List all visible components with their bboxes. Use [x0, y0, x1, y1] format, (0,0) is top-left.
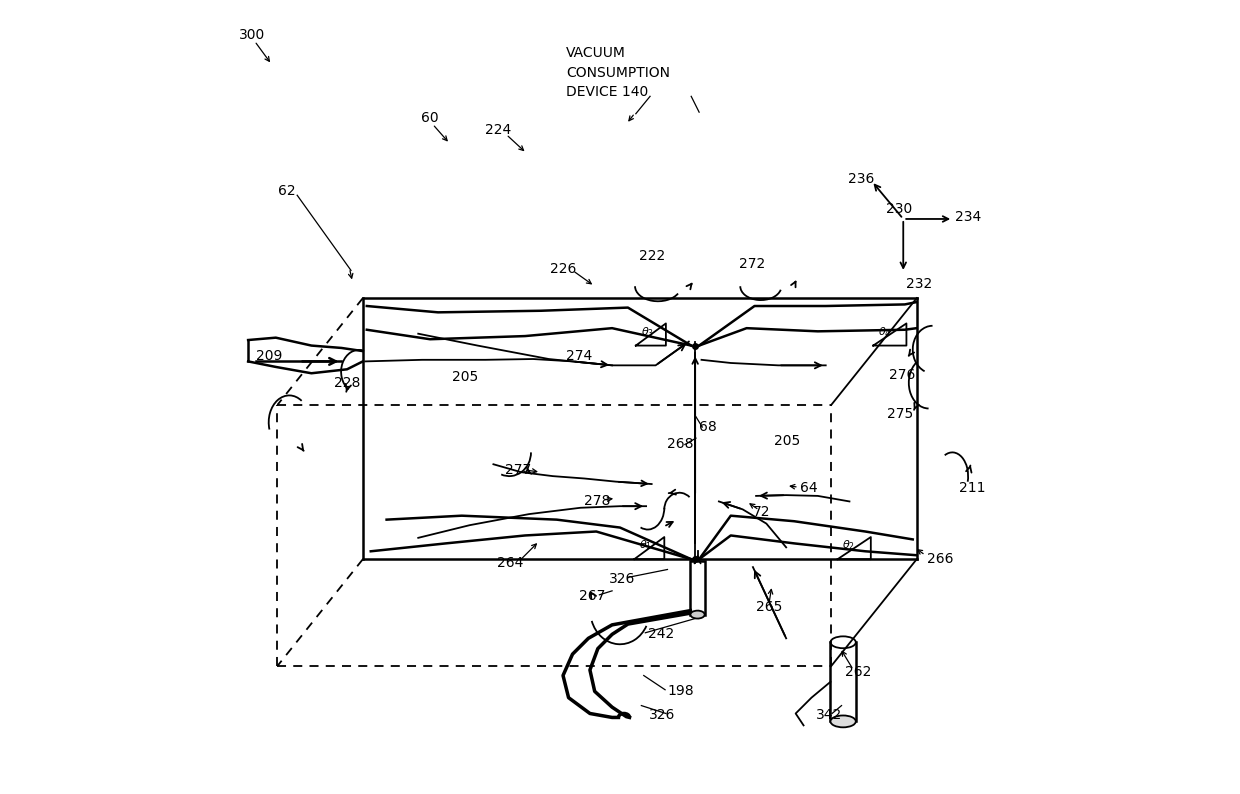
Text: 267: 267	[579, 589, 605, 603]
Text: 274: 274	[567, 349, 593, 363]
Text: 342: 342	[816, 708, 842, 722]
Text: 265: 265	[756, 599, 782, 614]
Text: 242: 242	[649, 627, 675, 642]
Ellipse shape	[831, 636, 856, 648]
Text: 232: 232	[906, 277, 932, 291]
Text: 205: 205	[774, 434, 801, 448]
Text: 230: 230	[885, 202, 913, 217]
Text: 234: 234	[956, 210, 982, 225]
Text: 326: 326	[609, 572, 635, 586]
Text: 300: 300	[238, 28, 265, 41]
Text: 211: 211	[959, 481, 985, 495]
Text: 264: 264	[497, 556, 523, 570]
Ellipse shape	[691, 611, 704, 619]
Text: 209: 209	[255, 349, 283, 363]
Text: 272: 272	[739, 257, 765, 271]
Text: 275: 275	[888, 407, 914, 422]
Text: 62: 62	[278, 184, 296, 198]
Text: 60: 60	[420, 110, 438, 125]
Text: $\theta_4$: $\theta_4$	[878, 326, 892, 339]
Text: 277: 277	[505, 463, 532, 476]
Text: 276: 276	[889, 368, 915, 382]
Text: 278: 278	[584, 495, 611, 508]
Text: CONSUMPTION: CONSUMPTION	[567, 66, 670, 79]
Text: 236: 236	[848, 172, 874, 187]
Text: $\theta_1$: $\theta_1$	[639, 538, 652, 552]
Text: 205: 205	[453, 370, 479, 384]
Text: 228: 228	[334, 376, 360, 390]
Text: 326: 326	[649, 708, 675, 722]
Text: 266: 266	[928, 552, 954, 566]
Text: $\theta_3$: $\theta_3$	[641, 326, 653, 339]
Text: VACUUM: VACUUM	[567, 46, 626, 60]
Ellipse shape	[831, 715, 856, 727]
Text: 222: 222	[639, 249, 665, 263]
Bar	[831, 642, 856, 722]
Text: 72: 72	[753, 505, 770, 518]
Text: 268: 268	[667, 437, 694, 452]
Text: $\theta_2$: $\theta_2$	[842, 538, 856, 552]
Text: 198: 198	[667, 684, 694, 699]
Text: DEVICE 140: DEVICE 140	[567, 85, 649, 99]
Bar	[691, 561, 704, 615]
Text: 226: 226	[551, 262, 577, 276]
Text: 68: 68	[699, 420, 717, 434]
Text: 262: 262	[844, 665, 870, 680]
Text: 224: 224	[486, 122, 512, 137]
Text: 64: 64	[800, 481, 818, 495]
